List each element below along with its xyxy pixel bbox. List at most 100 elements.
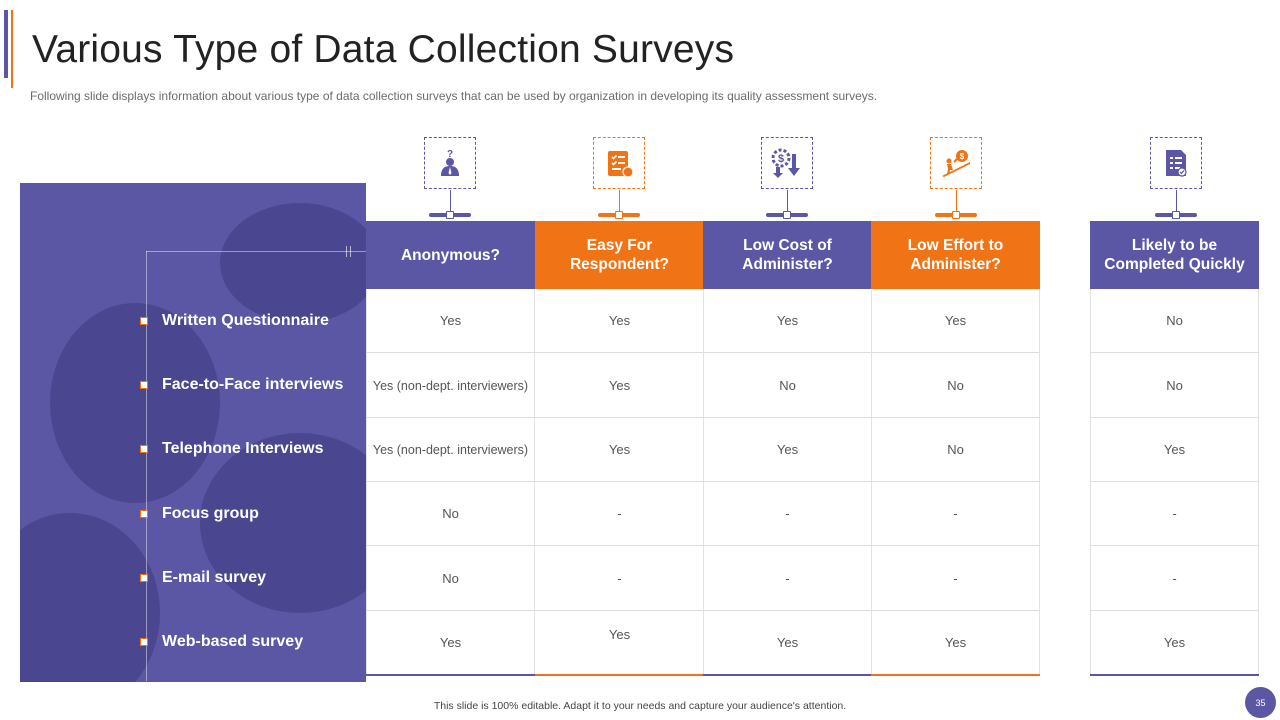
title-accent-bar xyxy=(4,10,8,78)
icon-connector xyxy=(956,190,957,213)
table-cell: Yes xyxy=(944,635,967,650)
table-cell: No xyxy=(366,547,535,611)
bullet-marker xyxy=(140,574,148,582)
table-column: Low Cost of Administer? Yes No Yes - - Yes xyxy=(703,221,872,676)
table-cell: Yes xyxy=(608,627,631,642)
document-check-icon xyxy=(1150,137,1202,189)
column-rule xyxy=(703,289,704,676)
survey-type-label: Focus group xyxy=(162,505,259,522)
table-cell: Yes xyxy=(871,289,1040,353)
survey-type-label: E-mail survey xyxy=(162,569,267,586)
footer-note: This slide is 100% editable. Adapt it to… xyxy=(433,700,847,712)
frame-tick xyxy=(350,246,351,257)
table-cell: - xyxy=(871,547,1040,611)
table-cell: Yes xyxy=(366,289,535,353)
table-cell: No xyxy=(1090,354,1259,418)
table-cell: Yes xyxy=(535,354,704,418)
table-cell: - xyxy=(871,482,1040,546)
bullet-marker xyxy=(140,638,148,646)
climbing-effort-icon: $ xyxy=(930,137,982,189)
column-bottom-line xyxy=(1090,674,1259,676)
table-cell: Yes xyxy=(535,418,704,482)
photo-shade xyxy=(200,433,366,613)
survey-type-label: Written Questionnaire xyxy=(162,312,329,329)
icon-pin-dot xyxy=(783,211,791,219)
table-cell: No xyxy=(1090,289,1259,353)
icon-pin-dot xyxy=(1172,211,1180,219)
survey-type-item: Written Questionnaire xyxy=(140,311,329,331)
svg-text:?: ? xyxy=(447,149,453,160)
table-cell: - xyxy=(1090,482,1259,546)
checklist-clipboard-icon xyxy=(593,137,645,189)
table-cell: No xyxy=(366,482,535,546)
table-cell: - xyxy=(703,547,872,611)
bullet-marker xyxy=(140,445,148,453)
table-cell: Yes (non-dept. interviewers) xyxy=(366,354,535,418)
icon-pin-dot xyxy=(615,211,623,219)
table-column: Anonymous? Yes Yes (non-dept. interviewers… xyxy=(366,221,535,676)
svg-text:$: $ xyxy=(960,152,965,161)
table-cell: - xyxy=(535,547,704,611)
table-cell: Yes (non-dept. interviewers) xyxy=(366,418,535,482)
bullet-marker xyxy=(140,510,148,518)
table-cell: Yes xyxy=(776,635,799,650)
page-title: Various Type of Data Collection Surveys xyxy=(32,28,735,71)
table-cell: Yes xyxy=(1090,418,1259,482)
comparison-table: Anonymous? Yes Yes (non-dept. interviewers… xyxy=(366,221,1260,676)
photo-shade xyxy=(220,203,366,323)
icon-connector xyxy=(619,190,620,213)
bullet-marker xyxy=(140,381,148,389)
survey-types-panel: Written Questionnaire Face-to-Face interv… xyxy=(20,183,366,682)
column-bottom-line xyxy=(366,674,535,676)
column-bottom-line xyxy=(535,674,704,676)
table-column: Likely to be Completed Quickly No No Yes - - Y… xyxy=(1090,221,1259,676)
survey-type-item: E-mail survey xyxy=(140,568,266,588)
table-cell: Yes xyxy=(439,635,462,650)
survey-type-list: Written Questionnaire Face-to-Face interv… xyxy=(20,183,366,682)
table-cell: No xyxy=(871,418,1040,482)
frame-line xyxy=(146,251,147,681)
table-cell: - xyxy=(535,482,704,546)
survey-type-label: Face-to-Face interviews xyxy=(162,376,344,393)
page-number-badge: 35 xyxy=(1245,687,1276,718)
survey-type-item: Telephone Interviews xyxy=(140,439,324,459)
table-cell: Yes xyxy=(703,418,872,482)
table-cell: No xyxy=(871,354,1040,418)
column-bottom-line xyxy=(871,674,1040,676)
frame-line xyxy=(146,251,366,252)
column-header: Easy For Respondent? xyxy=(535,221,704,289)
icon-pin-dot xyxy=(952,211,960,219)
column-rule xyxy=(1258,289,1259,676)
column-header: Likely to be Completed Quickly xyxy=(1090,221,1259,289)
column-header: Low Effort to Administer? xyxy=(871,221,1040,289)
column-bottom-line xyxy=(703,674,872,676)
title-accent-line xyxy=(11,10,13,88)
person-question-icon: ? xyxy=(424,137,476,189)
svg-text:$: $ xyxy=(778,153,784,165)
frame-tick xyxy=(346,246,347,257)
page-subtitle: Following slide displays information abo… xyxy=(30,89,878,103)
table-cell: Yes xyxy=(535,289,704,353)
icon-connector xyxy=(450,190,451,213)
table-cell: - xyxy=(1090,547,1259,611)
table-cell: - xyxy=(703,482,872,546)
survey-type-item: Web-based survey xyxy=(140,632,303,652)
icon-pin-dot xyxy=(446,211,454,219)
dollar-gear-down-icon: $ xyxy=(761,137,813,189)
column-rule xyxy=(1090,289,1091,676)
column-rule xyxy=(871,289,872,676)
column-rule xyxy=(366,289,367,676)
column-header: Low Cost of Administer? xyxy=(703,221,872,289)
table-column: Easy For Respondent? Yes Yes Yes - - Yes xyxy=(535,221,704,676)
column-rule xyxy=(1039,289,1040,676)
survey-type-item: Face-to-Face interviews xyxy=(140,375,343,395)
table-column: Low Effort to Administer? Yes No No - - Yes xyxy=(871,221,1040,676)
survey-type-label: Web-based survey xyxy=(162,633,304,650)
bullet-marker xyxy=(140,317,148,325)
survey-type-label: Telephone Interviews xyxy=(162,440,324,457)
table-cell: No xyxy=(703,354,872,418)
column-rule xyxy=(534,289,535,676)
icon-connector xyxy=(1176,190,1177,213)
survey-type-item: Focus group xyxy=(140,504,259,524)
photo-shade xyxy=(50,303,220,503)
